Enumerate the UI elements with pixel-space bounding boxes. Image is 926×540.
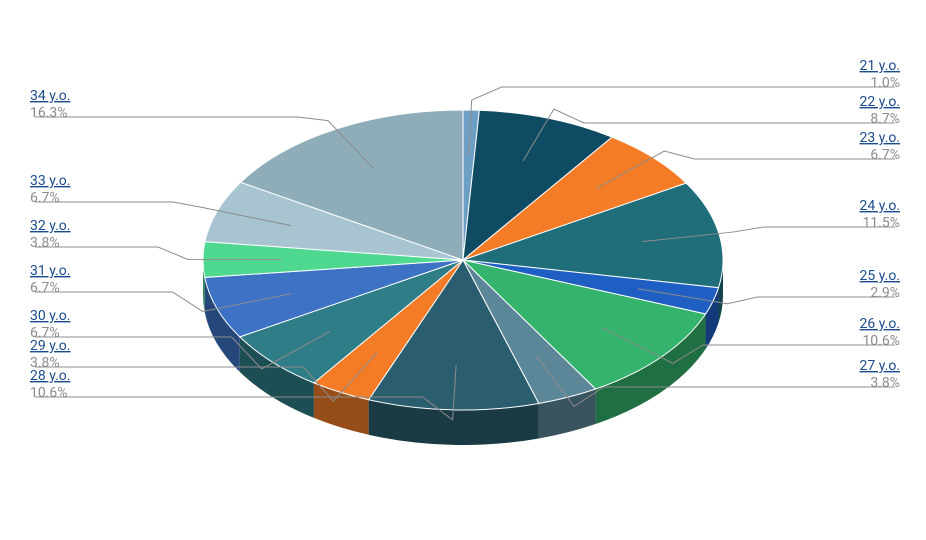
slice-pct-label: 11.5% xyxy=(862,215,900,231)
slice-age-label: 22 y.o. xyxy=(860,94,900,110)
slice-age-label: 30 y.o. xyxy=(30,308,70,324)
slice-pct-label: 6.7% xyxy=(30,190,60,206)
slice-age-label: 32 y.o. xyxy=(30,218,70,234)
slice-age-label: 33 y.o. xyxy=(30,173,70,189)
slice-age-label: 31 y.o. xyxy=(30,263,70,279)
slice-pct-label: 2.9% xyxy=(870,285,900,301)
slice-pct-label: 3.8% xyxy=(30,355,60,371)
pie-svg: 21 y.o.1.0%22 y.o.8.7%23 y.o.6.7%24 y.o.… xyxy=(0,0,926,540)
slice-age-label: 21 y.o. xyxy=(860,58,900,74)
slice-age-label: 27 y.o. xyxy=(860,358,900,374)
slice-pct-label: 6.7% xyxy=(870,147,900,163)
slice-age-label: 23 y.o. xyxy=(860,130,900,146)
slice-pct-label: 8.7% xyxy=(870,111,900,127)
slice-pct-label: 10.6% xyxy=(30,385,68,401)
slice-age-label: 25 y.o. xyxy=(860,268,900,284)
slice-pct-label: 1.0% xyxy=(870,75,900,91)
pie-chart-3d: 21 y.o.1.0%22 y.o.8.7%23 y.o.6.7%24 y.o.… xyxy=(0,0,926,540)
slice-pct-label: 16.3% xyxy=(30,105,68,121)
slice-pct-label: 3.8% xyxy=(870,375,900,391)
slice-pct-label: 6.7% xyxy=(30,280,60,296)
slice-age-label: 34 y.o. xyxy=(30,88,70,104)
slice-age-label: 26 y.o. xyxy=(860,316,900,332)
slice-pct-label: 10.6% xyxy=(862,333,900,349)
slice-age-label: 24 y.o. xyxy=(860,198,900,214)
slice-pct-label: 6.7% xyxy=(30,325,60,341)
slice-pct-label: 3.8% xyxy=(30,235,60,251)
